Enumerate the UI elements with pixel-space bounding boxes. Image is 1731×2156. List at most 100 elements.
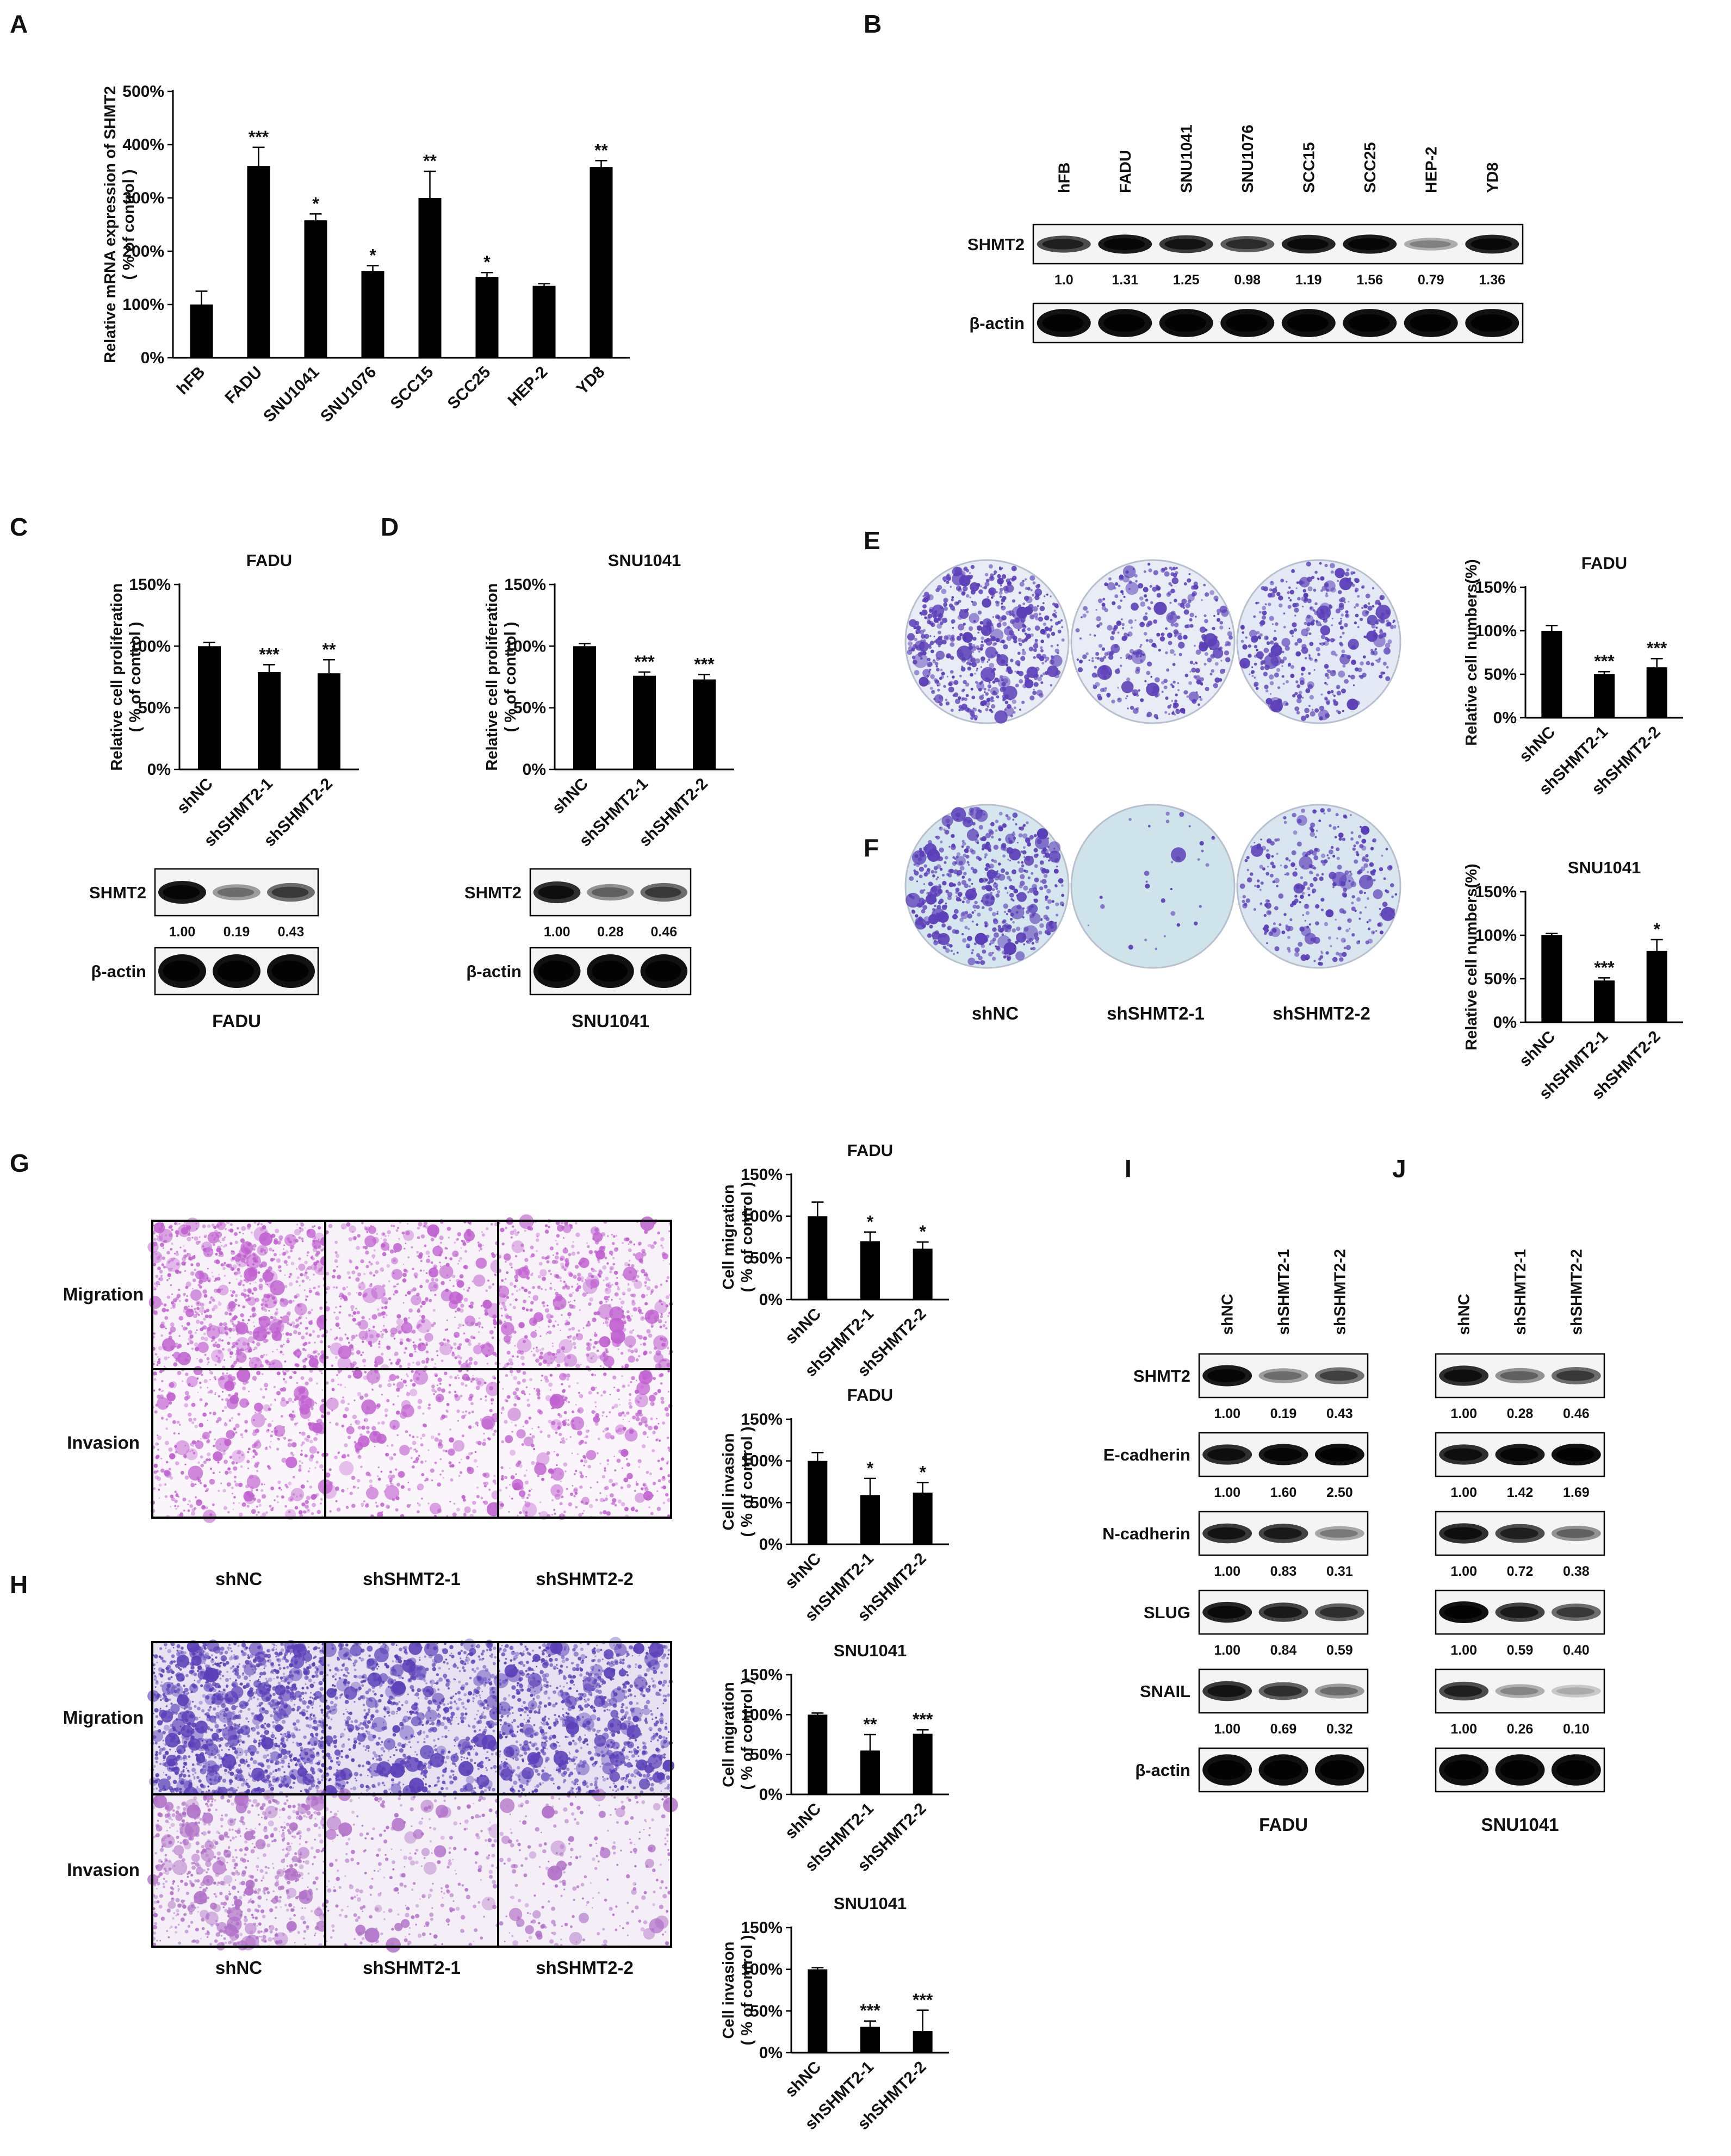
- colony-dot: [1169, 601, 1172, 604]
- colony-dot: [1085, 610, 1089, 614]
- colony-dot: [1378, 657, 1381, 660]
- colony-dot: [967, 936, 972, 941]
- stained-cell: [284, 1234, 297, 1247]
- stained-cell: [313, 1356, 318, 1360]
- stained-cell: [256, 1470, 258, 1472]
- stained-cell: [419, 1315, 421, 1316]
- stained-cell: [362, 1341, 364, 1343]
- stained-cell: [259, 1388, 263, 1391]
- colony-dot: [1367, 927, 1371, 930]
- colony-dot: [951, 635, 955, 638]
- stained-cell: [226, 1482, 231, 1487]
- stained-cell: [472, 1302, 474, 1303]
- stained-cell: [154, 1475, 159, 1480]
- colony-dot: [1265, 853, 1271, 859]
- colony-dot: [1357, 667, 1362, 673]
- stained-cell: [264, 1383, 269, 1388]
- colony-dot: [1007, 704, 1012, 709]
- colony-dot: [936, 876, 939, 879]
- stained-cell: [260, 1223, 263, 1226]
- stained-cell: [355, 1266, 359, 1270]
- stained-cell: [316, 1382, 318, 1385]
- colony-dot: [1317, 653, 1320, 656]
- colony-dot: [1012, 699, 1017, 704]
- stained-cell: [555, 1252, 559, 1255]
- colony-dot: [1313, 877, 1318, 882]
- colony-dot: [1033, 834, 1037, 837]
- stained-cell: [253, 1419, 255, 1421]
- colony-dot: [984, 573, 989, 577]
- stained-cell: [482, 1245, 484, 1246]
- stained-cell: [317, 1334, 320, 1338]
- stained-cell: [557, 1225, 564, 1232]
- stained-cell: [218, 1349, 222, 1354]
- colony-dot: [931, 614, 934, 618]
- stained-cell: [202, 1412, 207, 1417]
- stained-cell: [602, 1265, 607, 1270]
- stained-cell: [405, 1242, 407, 1245]
- stained-cell: [561, 1265, 566, 1270]
- stained-cell: [306, 1276, 309, 1279]
- colony-dot: [1169, 566, 1172, 570]
- colony-dot: [997, 862, 1001, 866]
- colony-dot: [1379, 595, 1383, 600]
- colony-dot: [922, 600, 925, 602]
- stained-cell: [311, 1264, 317, 1271]
- colony-dot: [1341, 688, 1346, 694]
- colony-dot: [1099, 622, 1103, 626]
- colony-dot: [1174, 635, 1177, 637]
- stained-cell: [389, 1358, 391, 1361]
- colony-dot: [1363, 863, 1368, 868]
- colony-dot: [912, 850, 927, 865]
- stained-cell: [555, 1294, 563, 1302]
- colony-dot: [933, 866, 938, 871]
- colony-dot: [992, 699, 995, 702]
- colony-dot: [1272, 588, 1277, 593]
- stained-cell: [256, 1357, 260, 1362]
- colony-dot: [1166, 668, 1170, 672]
- stained-cell: [215, 1224, 220, 1228]
- colony-dot: [1094, 666, 1097, 669]
- colony-dot: [1001, 682, 1006, 687]
- colony-dot: [1360, 661, 1364, 666]
- stained-cell: [632, 1253, 636, 1256]
- colony-dot: [1283, 625, 1286, 629]
- colony-dot: [1170, 911, 1176, 916]
- colony-dot: [1050, 684, 1053, 687]
- colony-dot: [1370, 662, 1374, 666]
- stained-cell: [314, 1225, 316, 1227]
- colony-dot: [1306, 614, 1311, 619]
- colony-dot: [1023, 856, 1026, 858]
- colony-dot: [952, 914, 958, 919]
- stained-cell: [470, 1321, 475, 1326]
- colony-dot: [1039, 886, 1044, 891]
- colony-dot: [1165, 811, 1170, 816]
- stained-cell: [153, 1332, 156, 1335]
- stained-cell: [350, 1362, 352, 1365]
- stained-cell: [202, 1224, 206, 1228]
- colony-dot: [1096, 624, 1100, 628]
- stained-cell: [494, 1326, 496, 1328]
- stained-cell: [586, 1342, 590, 1346]
- colony-dot: [940, 606, 943, 610]
- colony-dot: [957, 649, 962, 654]
- colony-dot: [1188, 825, 1191, 828]
- stained-cell: [510, 1361, 514, 1366]
- colony-dot: [1184, 673, 1189, 678]
- stained-cell: [499, 1321, 502, 1325]
- stained-cell: [597, 1256, 600, 1259]
- stained-cell: [572, 1292, 574, 1294]
- colony-dot: [1361, 607, 1364, 609]
- colony-dot: [1091, 657, 1094, 660]
- stained-cell: [327, 1345, 331, 1349]
- stained-cell: [283, 1437, 287, 1440]
- colony-dot: [1290, 674, 1295, 679]
- colony-dot: [1348, 577, 1351, 580]
- colony-dot: [1170, 683, 1173, 686]
- colony-dot: [926, 921, 930, 925]
- stained-cell: [518, 1288, 521, 1291]
- colony-dot: [1028, 842, 1031, 845]
- colony-dot: [1032, 947, 1036, 950]
- colony-dot: [1361, 838, 1367, 844]
- colony-dot: [1183, 690, 1188, 695]
